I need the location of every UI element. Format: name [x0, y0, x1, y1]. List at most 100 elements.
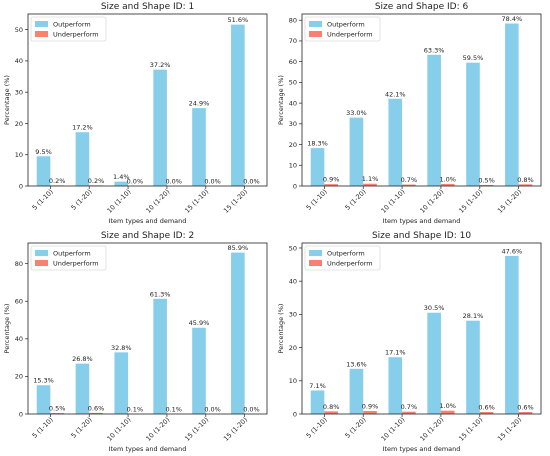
- legend: Outperform Underperform: [304, 16, 381, 42]
- outperform-bar: [114, 181, 129, 186]
- y-tick-label: 40: [15, 335, 23, 343]
- x-axis-label: Item types and demand: [109, 445, 187, 453]
- outperform-bar: [153, 69, 167, 186]
- underperform-bar: [324, 184, 338, 186]
- y-tick-label: 40: [15, 57, 23, 65]
- x-tick-label: 5 (1-10): [305, 188, 329, 212]
- bar-value-label: 18.3%: [307, 140, 328, 148]
- y-tick-label: 20: [289, 344, 297, 352]
- x-tick-label: 10 (1-20): [418, 188, 445, 215]
- legend-swatch: [309, 21, 322, 27]
- legend-box: [30, 16, 107, 42]
- y-tick-label: 80: [15, 260, 23, 268]
- y-tick-label: 30: [15, 88, 23, 96]
- outperform-bar: [36, 385, 51, 414]
- y-tick-label: 0: [19, 410, 23, 418]
- legend-swatch: [309, 31, 322, 37]
- bar-value-label: 51.6%: [228, 16, 249, 24]
- x-tick-label: 5 (1-20): [70, 416, 94, 440]
- underperform-bar: [518, 184, 533, 186]
- legend-swatch: [309, 250, 322, 256]
- plot-frame: [27, 13, 268, 187]
- y-axis-label: Percentage (%): [277, 304, 285, 354]
- bar-value-label: 0.1%: [127, 405, 144, 413]
- x-tick-label: 10 (1-20): [144, 416, 171, 443]
- underperform-bar: [50, 413, 64, 414]
- outperform-bar: [231, 252, 245, 414]
- legend-box: [304, 245, 381, 271]
- chart-panel: Size and Shape ID: 1 0 10 20 30 40 50 Percentag…: [3, 2, 268, 225]
- x-tick-label: 10 (1-10): [379, 416, 406, 443]
- x-tick-label: 10 (1-20): [418, 416, 445, 443]
- bar-value-label: 0.2%: [88, 177, 105, 185]
- x-tick-label: 10 (1-10): [105, 416, 132, 443]
- y-tick-label: 50: [289, 79, 297, 87]
- bar-value-label: 85.9%: [228, 244, 249, 252]
- chart-title: Size and Shape ID: 10: [372, 231, 471, 241]
- outperform-bar: [75, 132, 90, 186]
- bar-value-label: 0.7%: [401, 176, 418, 184]
- y-axis-label: Percentage (%): [3, 75, 11, 125]
- legend: Outperform Underperform: [30, 245, 107, 271]
- outperform-bar: [427, 54, 441, 186]
- bar-value-label: 37.2%: [150, 61, 171, 69]
- outperform-bar: [153, 298, 167, 414]
- legend-box: [304, 16, 381, 42]
- legend-swatch: [35, 250, 48, 256]
- bar-value-label: 0.0%: [204, 406, 221, 414]
- y-tick-label: 20: [15, 373, 23, 381]
- chart-panel: Size and Shape ID: 10 0 10 20 30 40 50 Percenta…: [277, 231, 542, 453]
- bar-value-label: 0.6%: [517, 404, 534, 412]
- y-tick-label: 20: [15, 120, 23, 128]
- y-tick-label: 0: [293, 182, 297, 190]
- bar-value-label: 0.6%: [478, 404, 495, 412]
- y-tick-label: 0: [293, 410, 297, 418]
- bar-value-label: 47.6%: [502, 247, 523, 255]
- y-tick-label: 10: [289, 377, 297, 385]
- bar-value-label: 0.6%: [88, 404, 105, 412]
- y-tick-label: 30: [289, 120, 297, 128]
- x-tick-label: 5 (1-20): [344, 188, 368, 212]
- legend-box: [30, 245, 107, 271]
- y-tick-label: 80: [289, 17, 297, 25]
- bar-value-label: 0.8%: [323, 403, 340, 411]
- x-tick-label: 10 (1-10): [105, 188, 132, 215]
- legend-label: Underperform: [327, 260, 373, 268]
- x-tick-label: 15 (1-10): [183, 188, 210, 215]
- x-tick-label: 5 (1-10): [31, 416, 55, 440]
- y-tick-label: 60: [15, 298, 23, 306]
- y-tick-label: 60: [289, 58, 297, 66]
- legend-label: Underperform: [53, 260, 99, 268]
- x-axis-label: Item types and demand: [109, 217, 187, 225]
- underperform-bar: [324, 411, 338, 414]
- bar-value-label: 13.6%: [346, 360, 367, 368]
- underperform-bar: [479, 412, 494, 414]
- y-tick-label: 30: [289, 311, 297, 319]
- bar-value-label: 9.5%: [35, 148, 52, 156]
- bar-value-label: 0.7%: [401, 403, 418, 411]
- chart-title: Size and Shape ID: 1: [101, 2, 194, 12]
- x-tick-label: 5 (1-20): [70, 188, 94, 212]
- bar-value-label: 33.0%: [346, 109, 367, 117]
- bar-value-label: 0.8%: [517, 176, 534, 184]
- y-tick-label: 20: [289, 141, 297, 149]
- outperform-bar: [505, 255, 519, 414]
- y-axis-label: Percentage (%): [277, 75, 285, 125]
- underperform-bar: [518, 412, 533, 414]
- x-axis-label: Item types and demand: [383, 445, 461, 453]
- y-tick-label: 70: [289, 37, 297, 45]
- bar-value-label: 1.4%: [113, 173, 130, 181]
- underperform-bar: [402, 411, 416, 414]
- bar-value-label: 30.5%: [424, 304, 445, 312]
- outperform-bar: [388, 357, 403, 414]
- outperform-bar: [231, 24, 245, 187]
- bar-value-label: 0.9%: [362, 403, 379, 411]
- bar-value-label: 61.3%: [150, 290, 171, 298]
- legend: Outperform Underperform: [30, 16, 107, 42]
- bar-value-label: 32.8%: [111, 344, 132, 352]
- y-tick-label: 50: [15, 26, 23, 34]
- bar-value-label: 0.0%: [204, 178, 221, 186]
- y-tick-label: 10: [289, 162, 297, 170]
- outperform-bar: [505, 23, 519, 186]
